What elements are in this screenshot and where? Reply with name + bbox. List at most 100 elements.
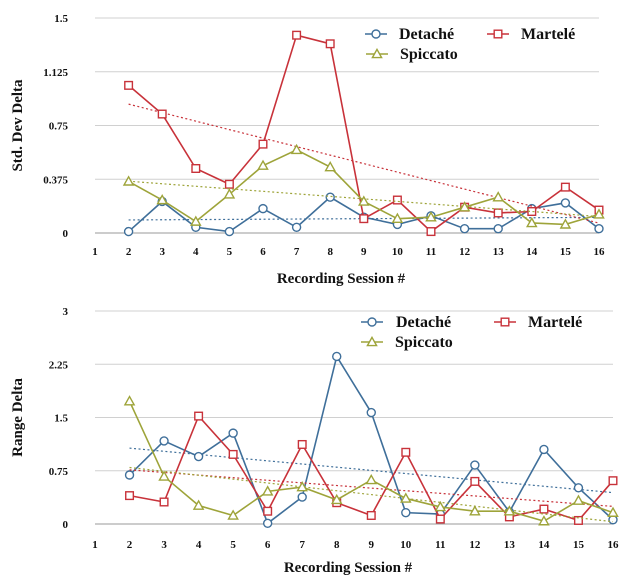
data-point-spiccato bbox=[122, 175, 135, 186]
series-spiccato bbox=[123, 395, 619, 526]
x-tick-label: 16 bbox=[608, 539, 620, 551]
x-tick-label: 13 bbox=[493, 246, 505, 258]
data-point-spiccato bbox=[559, 218, 572, 229]
x-tick-label: 1 bbox=[92, 246, 98, 258]
data-point-spiccato bbox=[391, 212, 404, 223]
x-tick-label: 14 bbox=[538, 539, 550, 551]
data-point-martele bbox=[392, 195, 402, 205]
data-point-martele bbox=[157, 109, 167, 119]
x-tick-label: 12 bbox=[459, 246, 471, 258]
x-tick-label: 9 bbox=[369, 539, 375, 551]
x-tick-label: 9 bbox=[361, 246, 367, 258]
data-point-martele bbox=[228, 449, 238, 459]
x-tick-label: 4 bbox=[196, 539, 202, 551]
data-point-detache bbox=[159, 436, 169, 446]
data-point-detache bbox=[459, 223, 470, 234]
legend-label-spiccato: Spiccato bbox=[395, 334, 453, 351]
legend-marker-detache bbox=[371, 29, 381, 39]
data-point-spiccato bbox=[192, 499, 205, 510]
x-tick-label: 7 bbox=[294, 246, 300, 258]
trendline-spiccato bbox=[129, 466, 614, 523]
data-point-martele bbox=[124, 80, 134, 90]
data-point-spiccato bbox=[434, 500, 447, 512]
data-point-spiccato bbox=[469, 505, 481, 516]
x-tick-label: 14 bbox=[526, 246, 538, 258]
data-point-martele bbox=[224, 179, 234, 189]
data-point-spiccato bbox=[261, 485, 274, 496]
y-tick-label: 0.75 bbox=[49, 466, 69, 478]
data-point-detache bbox=[224, 226, 235, 237]
series-detache bbox=[124, 351, 618, 528]
x-tick-label: 2 bbox=[126, 246, 132, 258]
data-point-spiccato bbox=[593, 208, 605, 219]
x-tick-label: 6 bbox=[265, 539, 271, 551]
x-tick-label: 13 bbox=[504, 539, 516, 551]
data-point-spiccato bbox=[123, 395, 136, 406]
data-point-detache bbox=[262, 518, 273, 528]
x-tick-label: 2 bbox=[127, 539, 133, 551]
data-point-martele bbox=[159, 497, 169, 507]
data-point-martele bbox=[366, 510, 376, 520]
data-point-spiccato bbox=[458, 201, 471, 212]
legend-label-detache: Detaché bbox=[396, 314, 451, 331]
x-tick-label: 1 bbox=[92, 539, 98, 551]
data-point-detache bbox=[123, 226, 134, 237]
series-martele bbox=[124, 30, 604, 237]
data-point-martele bbox=[608, 476, 618, 486]
legend: Detaché Martelé Spiccato bbox=[365, 26, 575, 63]
legend-label-martele: Martelé bbox=[521, 26, 575, 43]
x-axis-title: Recording Session # bbox=[277, 271, 406, 287]
data-point-spiccato bbox=[503, 505, 516, 516]
data-point-martele bbox=[325, 39, 335, 49]
y-tick-label: 1.5 bbox=[54, 13, 68, 25]
data-point-detache bbox=[560, 198, 571, 208]
legend-marker-spiccato bbox=[366, 335, 378, 347]
data-point-martele bbox=[426, 227, 436, 237]
data-point-martele bbox=[125, 491, 135, 501]
data-point-spiccato bbox=[290, 143, 303, 155]
data-point-detache bbox=[401, 507, 411, 518]
data-point-spiccato bbox=[257, 159, 269, 170]
data-point-martele bbox=[539, 504, 549, 514]
series-spiccato bbox=[122, 143, 605, 229]
data-point-spiccato bbox=[156, 194, 168, 205]
data-point-spiccato bbox=[492, 191, 504, 202]
data-point-spiccato bbox=[526, 216, 538, 228]
data-point-martele bbox=[191, 163, 201, 173]
data-point-spiccato bbox=[400, 492, 412, 503]
data-point-detache bbox=[332, 351, 342, 362]
y-tick-label: 0 bbox=[63, 228, 69, 240]
x-tick-label: 8 bbox=[327, 246, 333, 258]
data-point-spiccato bbox=[158, 470, 170, 481]
data-point-detache bbox=[297, 492, 307, 502]
x-tick-label: 10 bbox=[400, 539, 412, 551]
x-tick-label: 4 bbox=[193, 246, 199, 258]
data-point-martele bbox=[470, 476, 480, 486]
x-tick-label: 11 bbox=[435, 539, 445, 551]
data-point-spiccato bbox=[607, 506, 619, 517]
data-point-spiccato bbox=[425, 211, 437, 222]
data-point-spiccato bbox=[358, 195, 370, 206]
data-point-detache bbox=[573, 483, 584, 493]
data-point-martele bbox=[359, 214, 369, 224]
x-tick-label: 6 bbox=[260, 246, 266, 258]
x-tick-label: 15 bbox=[560, 246, 572, 258]
x-tick-label: 3 bbox=[159, 246, 165, 258]
data-point-detache bbox=[124, 470, 135, 480]
legend: Detaché Martelé Spiccato bbox=[361, 314, 582, 351]
data-point-martele bbox=[194, 411, 204, 421]
legend-marker-martele bbox=[493, 29, 503, 39]
data-point-spiccato bbox=[296, 481, 308, 492]
data-point-detache bbox=[193, 451, 204, 462]
data-point-detache bbox=[470, 460, 480, 470]
data-point-spiccato bbox=[190, 215, 202, 226]
x-tick-label: 3 bbox=[161, 539, 167, 551]
y-tick-label: 2.25 bbox=[49, 359, 69, 371]
y-axis-title: Range Delta bbox=[10, 378, 26, 457]
data-point-martele bbox=[493, 208, 503, 218]
y-tick-label: 3 bbox=[63, 306, 69, 318]
legend-label-spiccato: Spiccato bbox=[400, 46, 458, 63]
data-point-detache bbox=[493, 223, 503, 234]
